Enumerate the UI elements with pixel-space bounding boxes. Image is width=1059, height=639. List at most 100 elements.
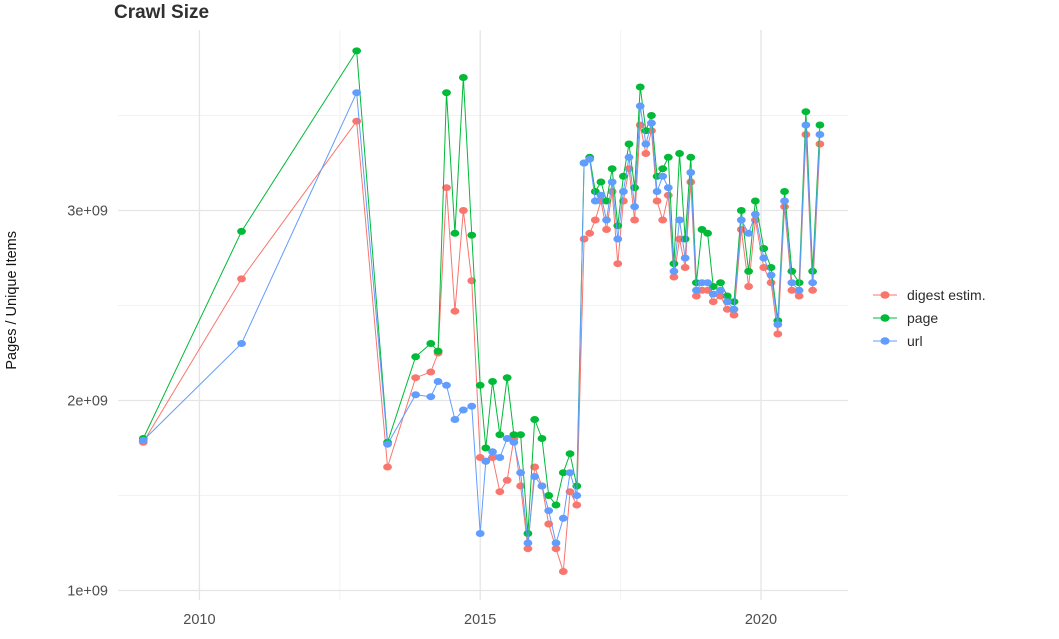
data-point xyxy=(635,83,645,91)
data-point xyxy=(458,74,468,81)
data-point xyxy=(516,482,526,490)
data-point xyxy=(652,188,662,195)
data-point xyxy=(516,469,526,477)
data-point xyxy=(716,279,725,287)
data-point xyxy=(237,227,246,235)
data-point xyxy=(383,440,392,448)
data-point xyxy=(551,539,561,547)
data-point xyxy=(794,292,804,300)
data-point xyxy=(537,482,547,490)
data-point xyxy=(411,374,421,382)
data-point xyxy=(630,203,640,211)
legend-label: url xyxy=(907,333,923,349)
data-point xyxy=(808,286,818,294)
data-point xyxy=(801,121,811,129)
data-point xyxy=(475,381,485,389)
data-point xyxy=(766,271,776,279)
legend-item: page xyxy=(872,310,986,326)
data-point xyxy=(530,473,540,480)
y-axis-title: Pages / Unique Items xyxy=(4,0,20,600)
data-point xyxy=(787,279,797,287)
data-point xyxy=(613,235,623,243)
data-point xyxy=(691,292,701,300)
data-point xyxy=(426,368,436,376)
data-point xyxy=(635,102,645,110)
data-point xyxy=(780,197,789,205)
data-point xyxy=(458,207,468,214)
data-point xyxy=(565,469,575,477)
series-url xyxy=(138,89,825,547)
data-point xyxy=(502,435,512,442)
data-point xyxy=(630,216,640,224)
chart-title: Crawl Size xyxy=(114,2,210,23)
data-point xyxy=(572,501,582,509)
data-point xyxy=(481,444,491,452)
data-point xyxy=(551,501,561,509)
data-point xyxy=(808,279,818,287)
data-point xyxy=(703,279,713,287)
data-point xyxy=(630,184,640,192)
data-point xyxy=(467,402,477,410)
data-point xyxy=(686,169,696,176)
data-point xyxy=(433,347,443,355)
data-point xyxy=(773,330,783,338)
data-point xyxy=(352,47,362,55)
data-point xyxy=(450,416,460,423)
data-point xyxy=(495,431,505,439)
data-point xyxy=(607,178,617,186)
data-point xyxy=(780,188,789,195)
data-point xyxy=(759,264,769,271)
data-point xyxy=(585,155,595,163)
data-point xyxy=(558,568,568,575)
data-point xyxy=(450,229,460,237)
data-point xyxy=(658,216,668,224)
data-point xyxy=(138,436,148,444)
data-point xyxy=(426,393,436,401)
data-point xyxy=(537,435,547,442)
data-point xyxy=(641,140,651,148)
data-point xyxy=(675,216,684,224)
data-point xyxy=(551,545,561,553)
data-point xyxy=(815,121,825,129)
data-point xyxy=(495,454,505,461)
data-point xyxy=(729,311,739,319)
data-point xyxy=(658,165,668,173)
data-point xyxy=(766,279,776,287)
data-point xyxy=(794,286,804,294)
data-point xyxy=(602,216,611,224)
gridlines-major xyxy=(118,30,848,600)
data-point xyxy=(481,457,491,465)
data-point xyxy=(663,153,673,161)
data-point xyxy=(669,267,679,275)
x-axis-labels: 2010 2015 2020 xyxy=(183,612,777,628)
data-point xyxy=(495,488,505,496)
data-point xyxy=(708,290,718,298)
data-point xyxy=(475,530,485,537)
x-tick-label: 2015 xyxy=(464,612,496,628)
data-point xyxy=(729,298,739,306)
y-tick-label: 1e+09 xyxy=(67,584,108,600)
data-point xyxy=(516,431,526,439)
y-tick-label: 3e+09 xyxy=(67,204,108,220)
data-point xyxy=(544,507,554,515)
data-point xyxy=(579,235,589,243)
data-point xyxy=(722,305,732,313)
data-point xyxy=(759,245,769,252)
data-point xyxy=(607,165,617,173)
data-point xyxy=(744,229,754,237)
data-point xyxy=(544,492,554,499)
data-point xyxy=(530,463,540,471)
y-tick-label: 2e+09 xyxy=(67,394,108,410)
data-point xyxy=(801,108,811,116)
x-tick-label: 2020 xyxy=(745,612,777,628)
data-point xyxy=(736,216,746,224)
data-point xyxy=(652,197,662,205)
data-point xyxy=(686,153,696,161)
data-point xyxy=(530,416,540,423)
data-point xyxy=(647,119,656,127)
data-point xyxy=(658,172,668,180)
data-point xyxy=(815,131,825,138)
data-point xyxy=(641,150,651,157)
legend-item: digest estim. xyxy=(872,287,986,303)
